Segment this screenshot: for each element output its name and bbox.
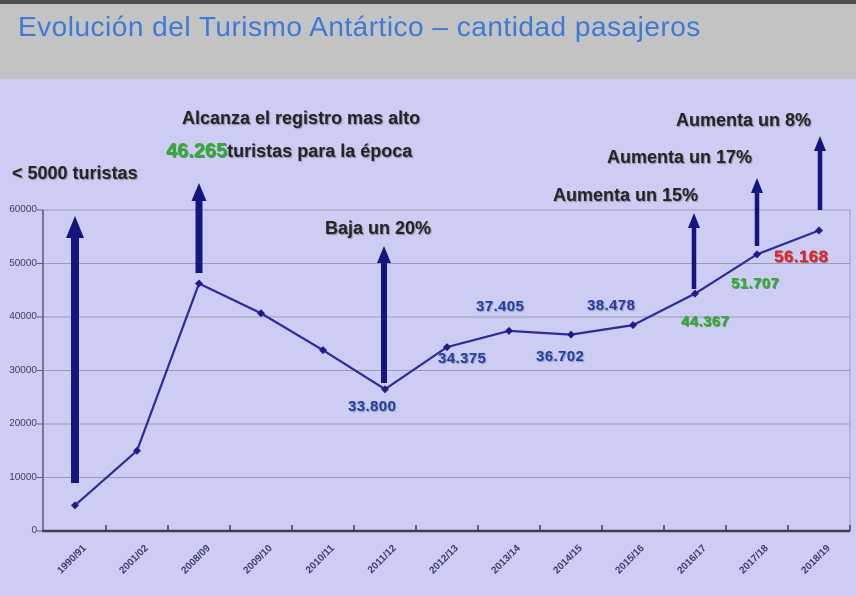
annotation-text: Aumenta un 17% xyxy=(607,147,753,167)
data-point-label: 34.375 xyxy=(438,350,487,367)
y-axis-label: 20000 xyxy=(9,418,37,429)
data-point-label: 33.800 xyxy=(348,398,397,415)
y-axis-label: 40000 xyxy=(9,311,37,322)
data-point-marker xyxy=(815,226,823,235)
arrow-baja-20-head xyxy=(377,246,391,263)
arrow-aumenta-15-head xyxy=(688,213,700,228)
data-point-marker xyxy=(629,321,637,330)
data-point-marker xyxy=(753,250,761,259)
annotation-lt-5000: < 5000 turistas xyxy=(12,163,138,184)
data-point-label: 44.367 xyxy=(681,313,730,330)
data-point-marker xyxy=(567,330,575,339)
slide-canvas: { "window": { "title": "Evolución del Tu… xyxy=(0,0,856,579)
annotation-aumenta-17: Aumenta un 17% xyxy=(607,147,752,168)
data-point-marker xyxy=(195,279,203,288)
annotation-baja-20: Baja un 20% xyxy=(325,218,431,239)
data-point-marker xyxy=(505,326,513,335)
annotation-text: < 5000 turistas xyxy=(12,163,138,183)
y-axis-label: 30000 xyxy=(9,364,37,376)
data-point-marker xyxy=(443,343,451,352)
line-chart: 0 10000 20000 30000 40000 50000 60000 1990/91 20… xyxy=(0,79,856,579)
y-axis-label: 50000 xyxy=(9,257,37,269)
top-edge-strip xyxy=(0,0,856,4)
annotation-text: Aumenta un 8% xyxy=(676,110,812,130)
data-point-marker xyxy=(71,501,79,510)
arrow-aumenta-17-head xyxy=(751,178,763,193)
annotation-text: Aumenta un 15% xyxy=(553,185,699,205)
data-point-marker xyxy=(319,346,327,355)
data-point-marker xyxy=(381,385,389,394)
y-axis-label: 10000 xyxy=(9,471,37,483)
annotation-aumenta-15: Aumenta un 15% xyxy=(553,185,698,206)
page-title: Evolución del Turismo Antártico – cantid… xyxy=(18,11,701,42)
y-axis-label: 0 xyxy=(31,525,37,536)
annotation-record-title: Alcanza el registro mas alto xyxy=(182,108,420,129)
data-point-marker xyxy=(691,289,699,298)
annotation-text: turistas para la época xyxy=(227,141,413,161)
arrow-record-head xyxy=(191,183,207,201)
series-line xyxy=(74,229,820,507)
arrow-aumenta-8-head xyxy=(814,136,826,151)
annotation-text: Alcanza el registro mas alto xyxy=(182,108,421,128)
data-point-label: 37.405 xyxy=(476,298,525,315)
slide-header: Evolución del Turismo Antártico – cantid… xyxy=(0,4,856,79)
data-point-label: 36.702 xyxy=(536,348,585,365)
data-point-marker xyxy=(257,309,265,318)
annotation-record-value: 46.265 turistas para la época xyxy=(166,140,412,163)
data-point-marker xyxy=(133,446,141,455)
annotation-aumenta-8: Aumenta un 8% xyxy=(676,110,811,131)
annotation-text: Baja un 20% xyxy=(325,218,432,238)
data-point-label: 56.168 xyxy=(774,247,829,266)
arrow-lt-5000-head xyxy=(66,216,84,238)
annotation-text: 46.265 xyxy=(166,140,228,162)
y-axis-label: 60000 xyxy=(9,204,37,215)
data-point-label: 51.707 xyxy=(731,275,780,292)
data-point-label: 38.478 xyxy=(587,297,636,314)
plot-canvas xyxy=(37,136,851,533)
